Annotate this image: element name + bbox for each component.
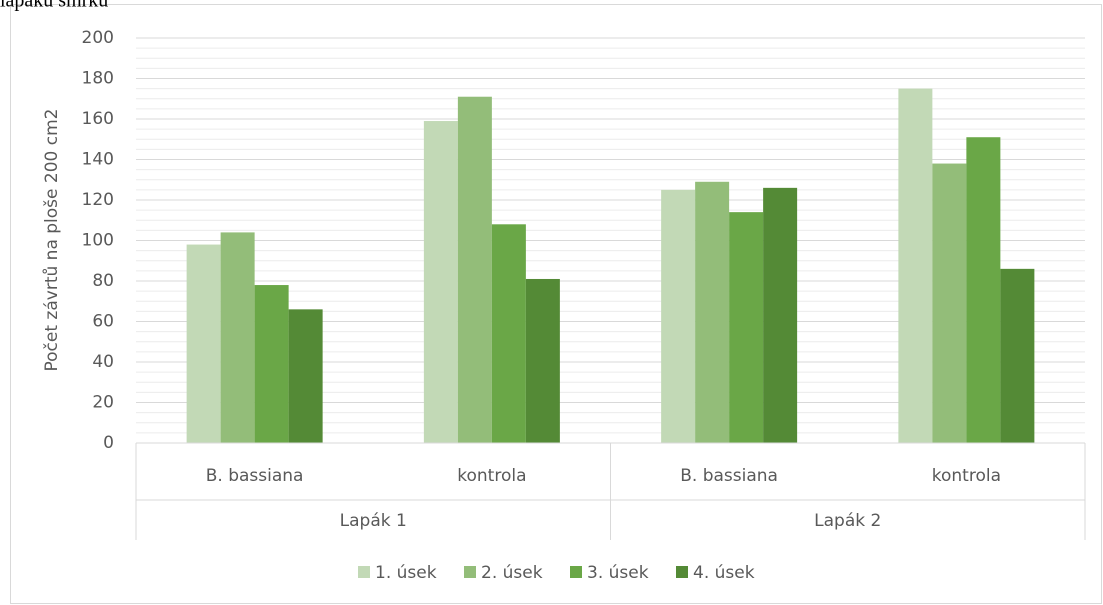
legend-swatch [464,566,476,578]
bar [1000,268,1035,443]
bar [220,232,255,443]
group-label: Lapák 2 [814,511,881,531]
y-axis-label: Počet závrtů na ploše 200 cm2 [42,109,62,372]
y-tick-label: 200 [82,28,114,48]
bar [423,121,458,444]
legend-label: 4. úsek [693,563,755,583]
y-tick-label: 180 [82,69,114,89]
legend-swatch [358,566,370,578]
group-label: Lapák 1 [340,511,407,531]
y-tick-label: 140 [82,150,114,170]
legend-swatch [676,566,688,578]
y-tick-label: 80 [92,271,114,291]
bar [932,163,967,444]
y-tick-label: 100 [82,231,114,251]
legend-label: 2. úsek [481,563,543,583]
y-tick-label: 160 [82,109,114,129]
bar [729,212,764,443]
bar [966,137,1001,443]
bar [525,278,560,443]
bar [288,309,323,443]
x-tick-label: B. bassiana [206,466,304,486]
bar [491,224,526,443]
bar [661,189,696,443]
y-tick-label: 120 [82,190,114,210]
caption: lapáku smrku [0,0,108,12]
bar [695,181,730,443]
bar [457,96,492,443]
bar [254,285,289,443]
legend-swatch [570,566,582,578]
bar [186,244,221,443]
x-tick-label: B. bassiana [680,466,778,486]
x-tick-label: kontrola [932,466,1001,486]
y-tick-label: 20 [92,393,114,413]
legend-label: 3. úsek [587,563,649,583]
x-tick-label: kontrola [457,466,526,486]
y-tick-label: 0 [103,433,114,453]
y-tick-label: 40 [92,352,114,372]
legend-label: 1. úsek [375,563,437,583]
y-tick-label: 60 [92,312,114,332]
bar [763,187,798,443]
bar [898,88,933,443]
